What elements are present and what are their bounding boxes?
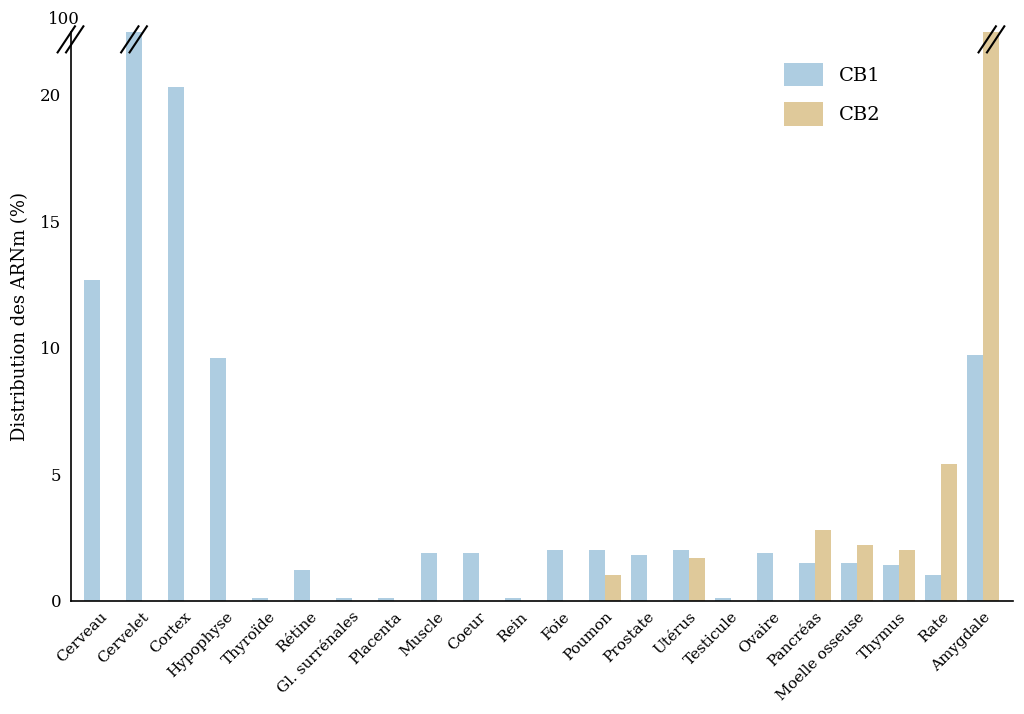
Bar <box>968 356 983 600</box>
Bar <box>168 87 184 600</box>
Legend: CB1, CB2: CB1, CB2 <box>774 53 890 136</box>
Bar <box>84 280 100 600</box>
Bar <box>715 598 731 600</box>
Bar <box>899 550 915 600</box>
Bar <box>463 553 478 600</box>
Bar <box>757 553 773 600</box>
Bar <box>857 545 873 600</box>
Bar <box>926 575 941 600</box>
Bar <box>505 598 520 600</box>
Y-axis label: Distribution des ARNm (%): Distribution des ARNm (%) <box>11 192 29 441</box>
Bar <box>210 358 226 600</box>
Bar <box>799 563 815 600</box>
Bar <box>689 558 705 600</box>
Bar <box>421 553 436 600</box>
Bar <box>337 598 352 600</box>
Bar <box>547 550 563 600</box>
Bar <box>294 570 310 600</box>
Bar <box>252 598 268 600</box>
Bar <box>983 32 999 600</box>
Bar <box>379 598 394 600</box>
Bar <box>631 555 647 600</box>
Bar <box>842 563 857 600</box>
Bar <box>815 530 831 600</box>
Bar <box>673 550 689 600</box>
Bar <box>941 464 957 600</box>
Bar <box>589 550 605 600</box>
Bar <box>605 575 621 600</box>
Bar <box>126 32 142 600</box>
Text: 100: 100 <box>48 11 80 28</box>
Bar <box>884 565 899 600</box>
